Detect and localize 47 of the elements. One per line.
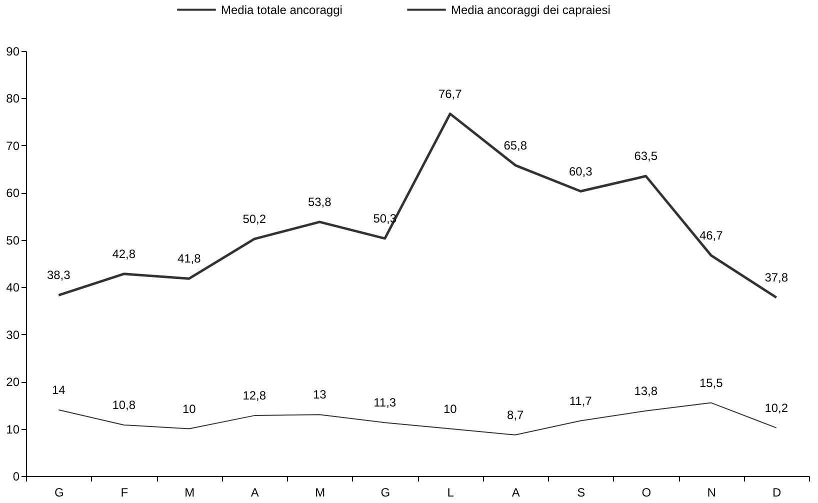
x-tick-label: F bbox=[120, 486, 128, 500]
data-label: 38,3 bbox=[46, 268, 71, 282]
y-tick-label: 40 bbox=[6, 280, 20, 295]
x-tick-label: M bbox=[184, 486, 195, 500]
x-tick-label: M bbox=[315, 486, 326, 500]
data-label: 60,3 bbox=[568, 164, 593, 178]
data-label: 11,3 bbox=[374, 396, 396, 410]
x-tick-label: G bbox=[54, 486, 64, 500]
data-label: 13,8 bbox=[634, 384, 658, 398]
data-label: 46,7 bbox=[699, 228, 724, 242]
data-label: 76,7 bbox=[438, 86, 462, 101]
y-tick-label: 30 bbox=[6, 328, 20, 342]
data-label: 53,8 bbox=[308, 194, 332, 209]
y-tick-label: 50 bbox=[6, 233, 20, 248]
data-label: 10 bbox=[182, 402, 196, 416]
data-label: 8,7 bbox=[507, 408, 524, 422]
data-label: 41,8 bbox=[177, 252, 202, 266]
data-label: 14 bbox=[52, 382, 66, 397]
data-label: 10,2 bbox=[764, 400, 788, 415]
x-tick-label: A bbox=[512, 486, 520, 500]
data-label: 10,8 bbox=[112, 398, 136, 412]
data-label: 63,5 bbox=[634, 149, 658, 164]
data-label: 50,2 bbox=[242, 212, 266, 226]
y-tick-label: 90 bbox=[6, 44, 20, 58]
data-label: 42,8 bbox=[112, 246, 136, 261]
x-tick-label: S bbox=[577, 486, 586, 500]
x-tick-label: L bbox=[447, 486, 454, 500]
data-label: 10 bbox=[443, 402, 458, 416]
data-label: 11,7 bbox=[569, 394, 592, 408]
x-tick-label: N bbox=[707, 486, 716, 500]
data-label: 15,5 bbox=[699, 376, 724, 390]
x-tick-label: D bbox=[772, 486, 782, 500]
y-tick-label: 80 bbox=[6, 92, 20, 106]
y-tick-label: 0 bbox=[12, 470, 20, 484]
y-tick-label: 20 bbox=[6, 375, 20, 390]
x-tick-label: G bbox=[380, 486, 390, 500]
legend-label: Media ancoraggi dei capraiesi bbox=[451, 2, 610, 17]
data-label: 37,8 bbox=[764, 270, 788, 284]
y-tick-label: 60 bbox=[6, 186, 20, 200]
data-label: 12,8 bbox=[242, 388, 266, 403]
x-tick-label: A bbox=[250, 486, 259, 500]
y-tick-label: 70 bbox=[6, 138, 20, 153]
y-tick-label: 10 bbox=[6, 422, 20, 436]
legend-label: Media totale ancoraggi bbox=[221, 2, 342, 17]
data-label: 65,8 bbox=[504, 138, 528, 152]
x-tick-label: O bbox=[642, 486, 652, 500]
data-label: 13 bbox=[312, 388, 327, 402]
